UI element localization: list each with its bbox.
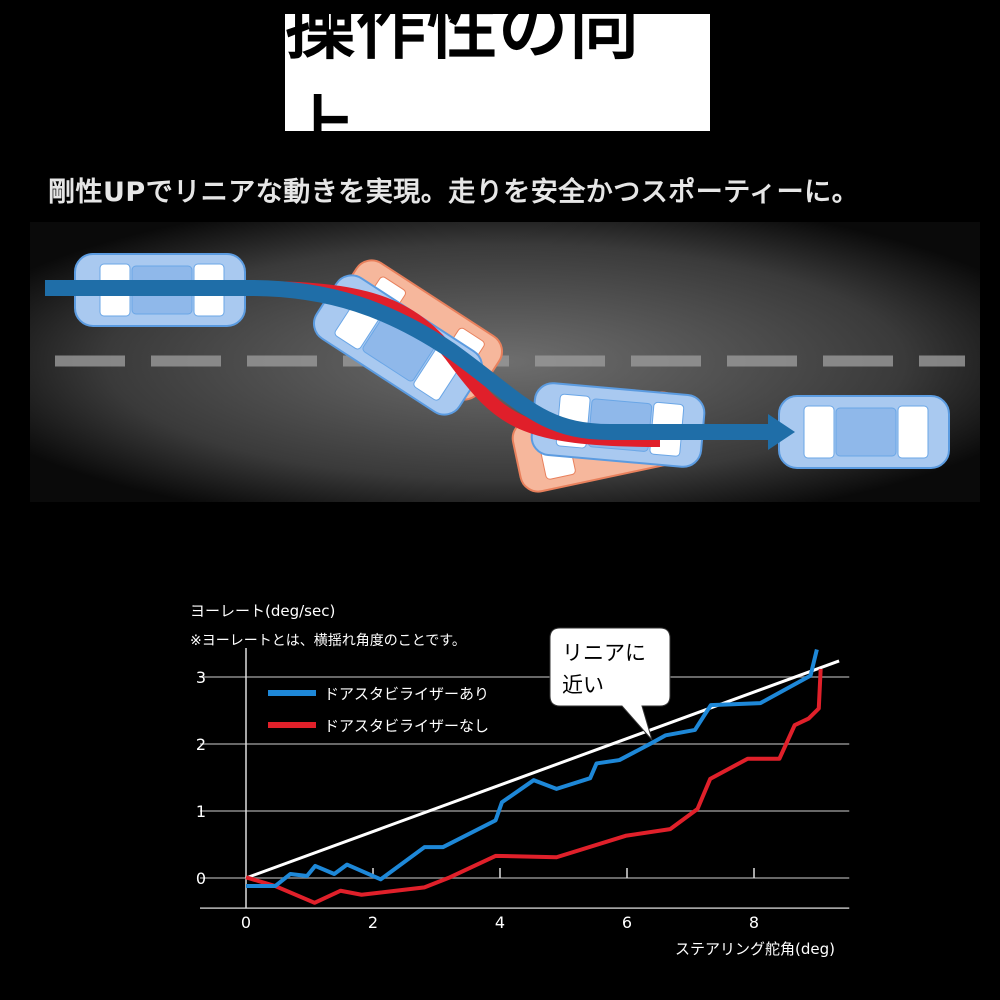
x-tick-label: 2 [368,913,378,932]
x-tick-label: 8 [749,913,759,932]
path-with-stabilizer [45,280,770,440]
y-tick-label: 1 [196,802,206,821]
x-tick-label: 0 [241,913,251,932]
callout: リニアに 近い [549,627,671,741]
series-line-without [245,668,823,905]
arrow-head-icon [768,414,795,450]
series-line-with [246,649,819,889]
legend: ドアスタビライザーあり ドアスタビライザーなし [268,685,489,735]
title-box: 操作性の向上 [285,0,710,170]
x-tick-label: 4 [495,913,505,932]
linear-reference-line [245,659,840,880]
y-tick-label: 2 [196,735,206,754]
page-title: 操作性の向上 [285,0,640,170]
callout-line2: 近い [562,673,604,697]
legend-label-without: ドアスタビライザーなし [324,717,489,735]
x-tick-label: 6 [622,913,632,932]
legend-label-with: ドアスタビライザーあり [324,685,489,703]
y-tick-label: 0 [196,869,206,888]
y-tick-label: 3 [196,668,206,687]
subtitle: 剛性UPでリニアな動きを実現。走りを安全かつスポーティーに。 [48,177,860,208]
callout-line1: リニアに [562,641,646,665]
x-axis-label: ステアリング舵角(deg) [675,940,835,958]
y-axis-label: ヨーレート(deg/sec) [190,602,335,620]
chart-note: ※ヨーレートとは、横揺れ角度のことです。 [190,633,466,649]
